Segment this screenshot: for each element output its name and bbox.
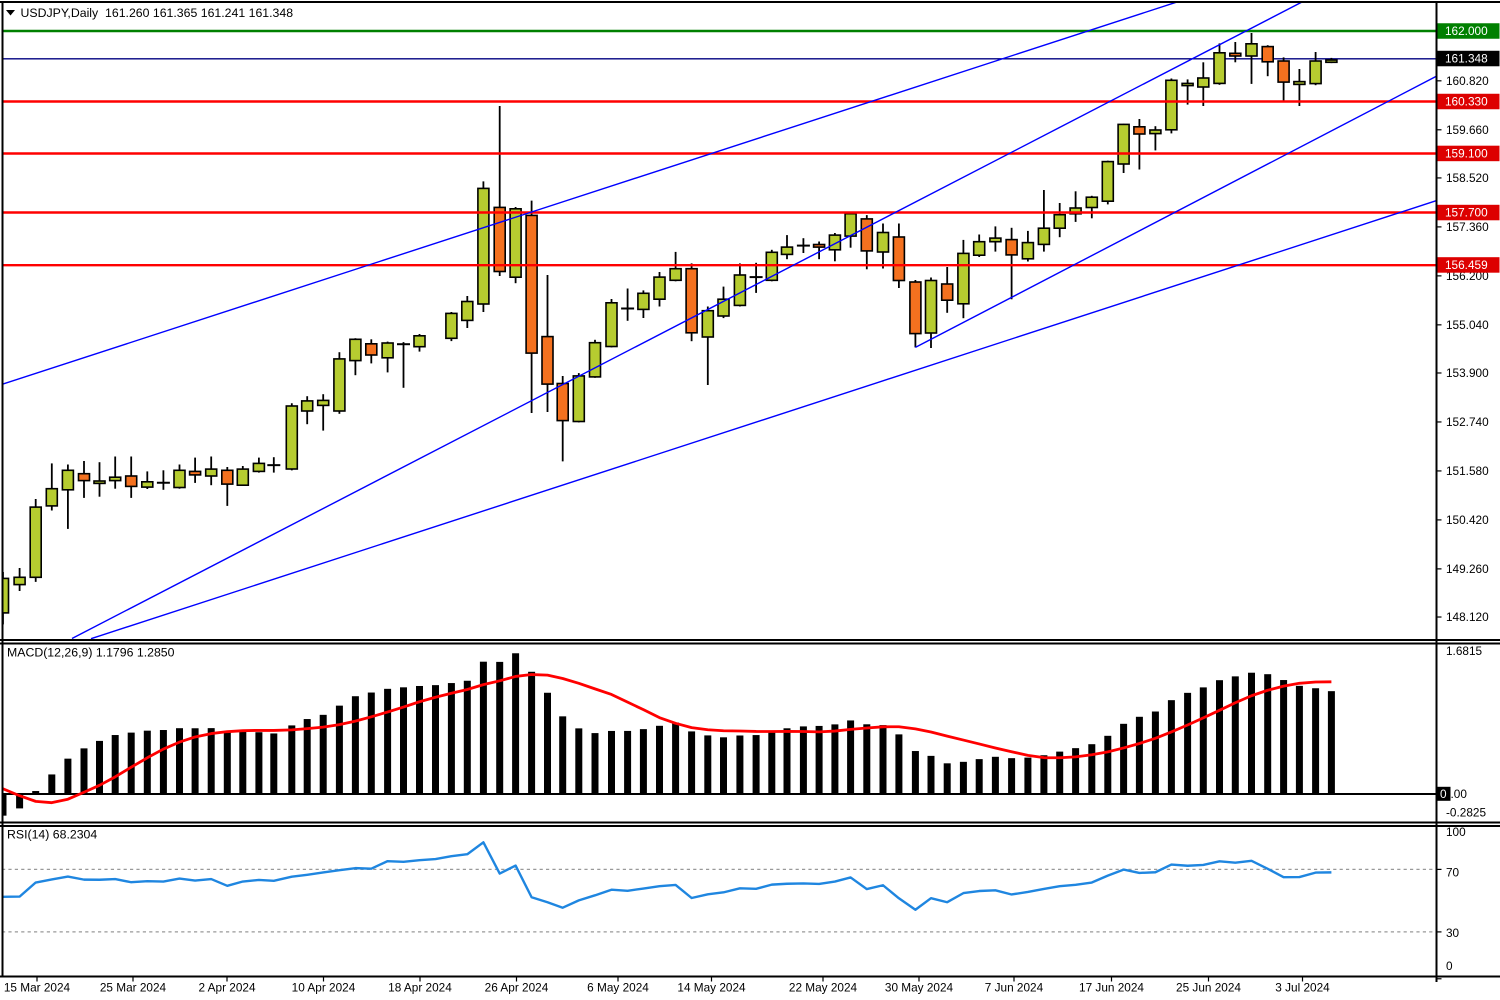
svg-text:25 Mar 2024: 25 Mar 2024 bbox=[100, 981, 167, 995]
svg-text:7 Jun 2024: 7 Jun 2024 bbox=[985, 981, 1044, 995]
svg-text:-0.2825: -0.2825 bbox=[1446, 805, 1486, 819]
svg-text:3 Jul 2024: 3 Jul 2024 bbox=[1275, 981, 1330, 995]
svg-text:159.100: 159.100 bbox=[1445, 147, 1488, 161]
svg-text:18 Apr 2024: 18 Apr 2024 bbox=[388, 981, 452, 995]
svg-text:RSI(14) 68.2304: RSI(14) 68.2304 bbox=[7, 828, 97, 842]
svg-text:1.6815: 1.6815 bbox=[1446, 644, 1483, 658]
svg-text:70: 70 bbox=[1446, 866, 1460, 880]
svg-text:22 May 2024: 22 May 2024 bbox=[789, 981, 858, 995]
svg-text:USDJPY,Daily 161.260 161.365: USDJPY,Daily 161.260 161.365 161.241 161… bbox=[21, 6, 294, 20]
svg-text:159.660: 159.660 bbox=[1446, 123, 1489, 137]
svg-text:151.580: 151.580 bbox=[1446, 464, 1489, 478]
svg-text:152.740: 152.740 bbox=[1446, 415, 1489, 429]
svg-text:MACD(12,26,9) 1.1796 1.2850: MACD(12,26,9) 1.1796 1.2850 bbox=[7, 646, 175, 660]
svg-text:0: 0 bbox=[1446, 959, 1453, 973]
svg-text:155.040: 155.040 bbox=[1446, 318, 1489, 332]
svg-text:.00: .00 bbox=[1451, 787, 1468, 801]
svg-text:15 Mar 2024: 15 Mar 2024 bbox=[4, 981, 71, 995]
svg-text:2 Apr 2024: 2 Apr 2024 bbox=[198, 981, 256, 995]
svg-text:17 Jun 2024: 17 Jun 2024 bbox=[1079, 981, 1144, 995]
svg-text:156.459: 156.459 bbox=[1445, 258, 1488, 272]
svg-text:25 Jun 2024: 25 Jun 2024 bbox=[1176, 981, 1241, 995]
svg-text:10 Apr 2024: 10 Apr 2024 bbox=[292, 981, 356, 995]
svg-text:14 May 2024: 14 May 2024 bbox=[677, 981, 746, 995]
svg-text:153.900: 153.900 bbox=[1446, 366, 1489, 380]
svg-text:100: 100 bbox=[1446, 825, 1466, 839]
svg-text:30: 30 bbox=[1446, 926, 1460, 940]
svg-text:0: 0 bbox=[1440, 787, 1447, 801]
svg-text:157.360: 157.360 bbox=[1446, 220, 1489, 234]
svg-text:6 May 2024: 6 May 2024 bbox=[587, 981, 649, 995]
svg-text:149.260: 149.260 bbox=[1446, 562, 1489, 576]
svg-text:161.348: 161.348 bbox=[1445, 52, 1488, 66]
svg-text:162.000: 162.000 bbox=[1445, 24, 1488, 38]
svg-text:157.700: 157.700 bbox=[1445, 206, 1488, 220]
svg-text:158.520: 158.520 bbox=[1446, 171, 1489, 185]
svg-text:160.820: 160.820 bbox=[1446, 74, 1489, 88]
svg-text:26 Apr 2024: 26 Apr 2024 bbox=[485, 981, 549, 995]
svg-text:148.120: 148.120 bbox=[1446, 610, 1489, 624]
svg-text:160.330: 160.330 bbox=[1445, 95, 1488, 109]
svg-text:30 May 2024: 30 May 2024 bbox=[885, 981, 954, 995]
svg-text:150.420: 150.420 bbox=[1446, 513, 1489, 527]
